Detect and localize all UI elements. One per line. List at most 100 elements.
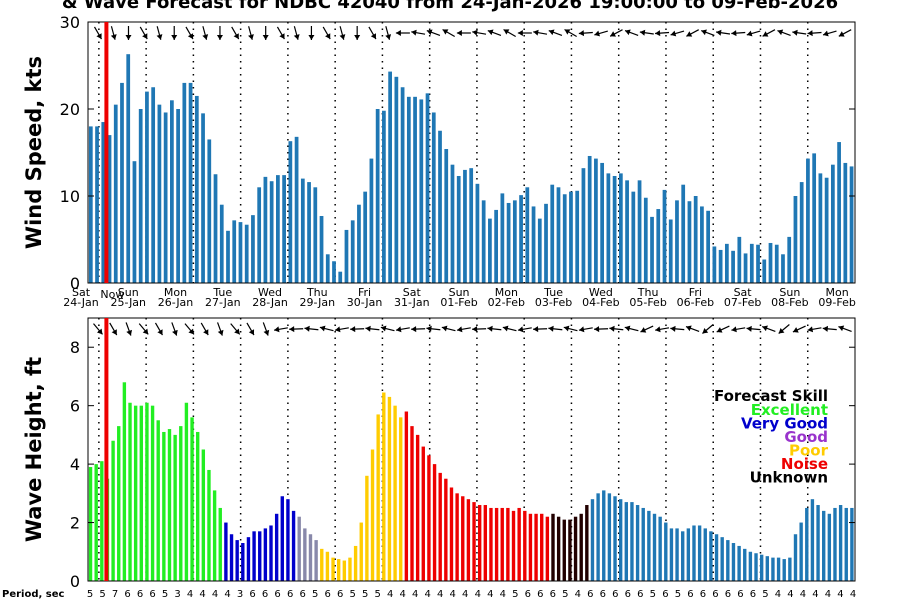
direction-arrow: [334, 326, 349, 333]
bar: [472, 502, 476, 581]
bar: [218, 507, 222, 581]
y-tick-label: 30: [60, 13, 80, 32]
direction-arrow: [154, 322, 163, 336]
bar: [618, 173, 623, 283]
period-value: 6: [662, 589, 668, 600]
arrow-head: [263, 329, 270, 336]
direction-arrow: [93, 26, 103, 40]
period-value: 4: [199, 589, 205, 600]
bar: [376, 414, 380, 581]
bar: [456, 175, 461, 283]
period-value: 4: [475, 589, 481, 600]
arrow-head: [456, 326, 463, 333]
day-date-label: 02-Feb: [488, 296, 525, 309]
bar: [562, 519, 566, 581]
bar: [190, 417, 194, 581]
day-date-label: 04-Feb: [582, 296, 619, 309]
direction-arrow: [217, 322, 224, 336]
bar: [607, 493, 612, 581]
arrow-head: [217, 329, 224, 336]
direction-arrow: [248, 26, 254, 40]
bar: [201, 449, 206, 581]
period-value: 5: [87, 589, 93, 600]
bar: [212, 490, 217, 581]
arrow-head: [441, 325, 448, 332]
day-name-label: Tue: [212, 286, 232, 299]
bar: [382, 110, 386, 284]
period-value: 5: [349, 589, 355, 600]
arrow-head: [262, 35, 269, 40]
bar: [466, 499, 471, 581]
bar: [523, 510, 527, 581]
arrow-head: [655, 30, 661, 37]
day-date-label: 31-Jan: [394, 296, 430, 309]
day-date-label: 25-Jan: [110, 296, 146, 309]
direction-arrow: [442, 28, 455, 38]
direction-arrow: [639, 29, 654, 36]
direction-arrow: [716, 325, 730, 333]
period-value: 6: [124, 589, 130, 600]
bar: [461, 496, 465, 581]
bar: [625, 180, 629, 283]
direction-arrow: [308, 26, 315, 40]
bar: [641, 507, 645, 581]
bar: [500, 507, 504, 581]
arrow-head: [350, 326, 356, 333]
arrow-head: [762, 325, 768, 332]
bar: [500, 193, 505, 283]
arrow-head: [411, 29, 417, 36]
arrow-head: [142, 328, 149, 335]
arrow-head: [548, 325, 554, 332]
arrow-head: [126, 329, 132, 336]
day-name-label: Sun: [779, 286, 800, 299]
arrow-head: [517, 326, 524, 333]
bar: [731, 543, 736, 581]
bar: [709, 531, 713, 581]
arrow-head: [304, 325, 310, 332]
bar: [782, 559, 786, 581]
bar: [463, 169, 467, 283]
bar: [235, 540, 239, 581]
bar: [668, 219, 673, 283]
bar: [173, 434, 177, 581]
direction-arrow: [701, 29, 715, 36]
period-value: 4: [437, 589, 443, 600]
direction-arrow: [822, 30, 837, 37]
direction-arrow: [426, 29, 441, 36]
direction-arrow: [93, 323, 103, 335]
bar: [444, 149, 449, 283]
period-value: 5: [512, 589, 518, 600]
bar: [357, 204, 361, 283]
direction-arrow: [138, 323, 149, 335]
day-name-label: Fri: [689, 286, 702, 299]
arrow-head: [731, 30, 737, 37]
period-value: 4: [837, 589, 843, 600]
period-value: 4: [187, 589, 193, 600]
bar: [257, 187, 262, 283]
period-value: 4: [425, 589, 431, 600]
period-value: 4: [224, 589, 230, 600]
arrow-head: [639, 29, 646, 36]
direction-arrow: [262, 322, 270, 336]
bar: [805, 507, 809, 581]
y-tick-label: 0: [70, 274, 80, 293]
bar: [282, 175, 286, 283]
bar: [156, 420, 160, 581]
direction-arrow: [354, 26, 361, 40]
bar: [288, 141, 293, 283]
direction-arrow: [487, 325, 502, 332]
bar: [693, 196, 698, 283]
direction-arrow: [276, 26, 285, 40]
bar: [308, 534, 313, 581]
bar: [107, 135, 112, 283]
arrow-head: [487, 325, 493, 332]
arrow-head: [578, 30, 585, 37]
period-value: 4: [787, 589, 793, 600]
bar: [517, 507, 521, 581]
bar: [489, 507, 493, 581]
bar: [635, 505, 640, 581]
period-value: 6: [249, 589, 255, 600]
period-value: 5: [162, 589, 168, 600]
period-label: Period, sec: [2, 589, 65, 600]
bar: [251, 215, 255, 283]
